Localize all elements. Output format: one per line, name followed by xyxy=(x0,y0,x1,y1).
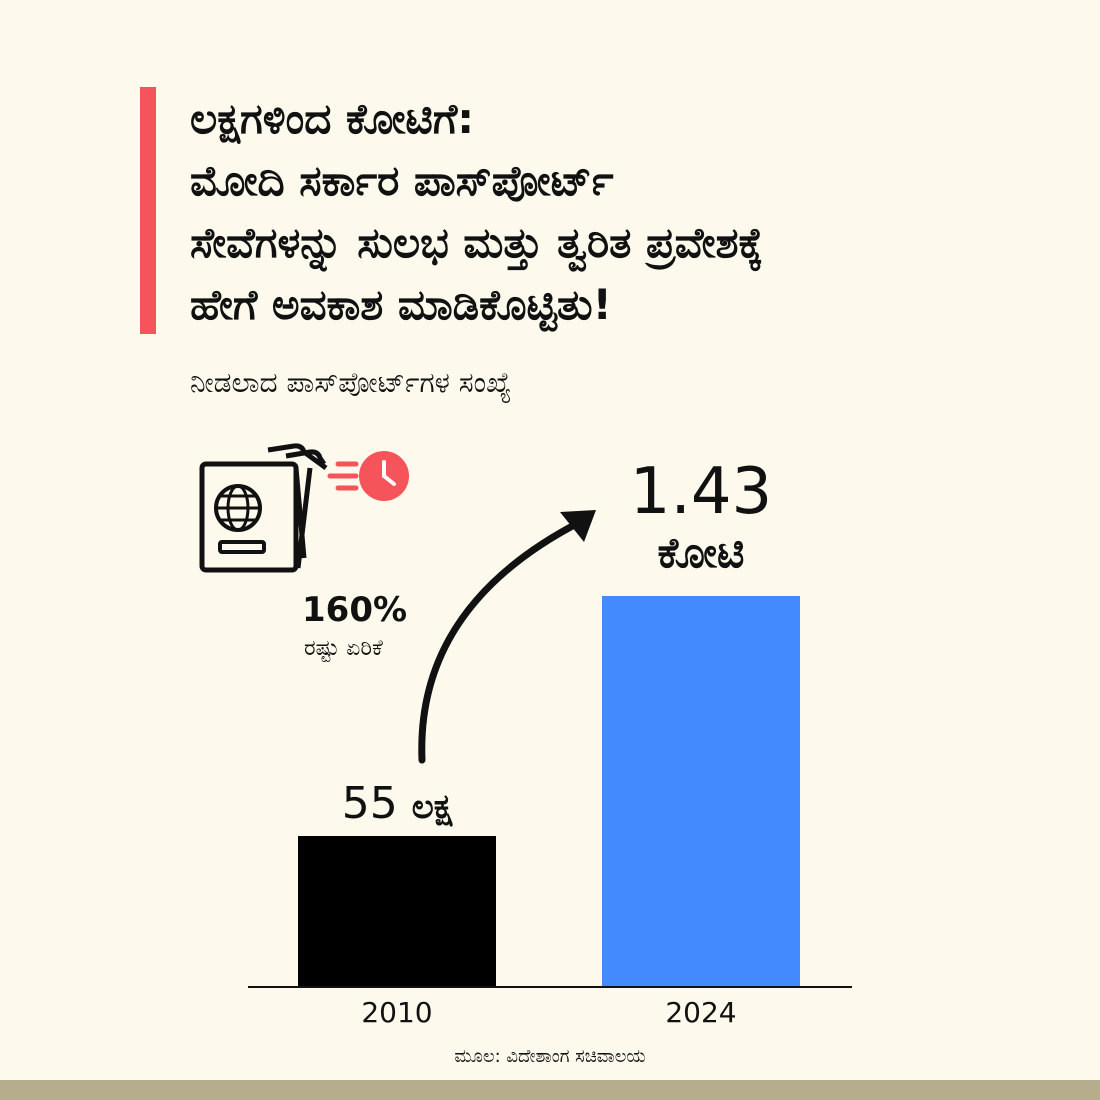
growth-percent: 160% xyxy=(302,590,408,630)
bar-2024 xyxy=(602,596,800,986)
tick-label-2010: 2010 xyxy=(361,996,433,1029)
data-label-2024-unit: ಕೋಟಿ xyxy=(657,528,745,577)
passport-icon xyxy=(199,443,409,573)
page-title: ಲಕ್ಷಗಳಿಂದ ಕೋಟಿಗೆ: ಮೋದಿ ಸರ್ಕಾರ ಪಾಸ್‌ಪೋರ್ಟ… xyxy=(190,88,1070,336)
title-accent-bar xyxy=(140,87,156,334)
arrow-head xyxy=(560,510,596,542)
title-line-4: ಹೇಗೆ ಅವಕಾಶ ಮಾಡಿಕೊಟ್ಟಿತು! xyxy=(190,280,612,329)
data-label-2024-value: 1.43 xyxy=(629,455,773,529)
data-label-2010: 55 ಲಕ್ಷ xyxy=(298,778,496,829)
clock-icon xyxy=(327,451,409,501)
source-note: ಮೂಲ: ವಿದೇಶಾಂಗ ಸಚಿವಾಲಯ xyxy=(454,1046,646,1067)
title-line-1: ಲಕ್ಷಗಳಿಂದ ಕೋಟಿಗೆ: xyxy=(190,94,475,143)
growth-label: ರಷ್ಟು ಏರಿಕೆ xyxy=(304,636,383,661)
tick-label-2024: 2024 xyxy=(665,996,737,1029)
data-label-2010-unit: ಲಕ್ಷ xyxy=(411,787,453,827)
bar-2010 xyxy=(298,836,496,986)
title-line-3: ಸೇವೆಗಳನ್ನು ಸುಲಭ ಮತ್ತು ತ್ವರಿತ ಪ್ರವೇಶಕ್ಕೆ xyxy=(190,218,764,267)
footer-band xyxy=(0,1080,1100,1100)
title-line-2: ಮೋದಿ ಸರ್ಕಾರ ಪಾಸ್‌ಪೋರ್ಟ್ xyxy=(190,156,614,205)
chart-subtitle: ನೀಡಲಾದ ಪಾಸ್‌ಪೋರ್ಟ್‌ಗಳ ಸಂಖ್ಯೆ xyxy=(190,366,512,399)
data-label-2010-value: 55 xyxy=(341,778,398,829)
arrow-up-icon xyxy=(418,518,584,764)
